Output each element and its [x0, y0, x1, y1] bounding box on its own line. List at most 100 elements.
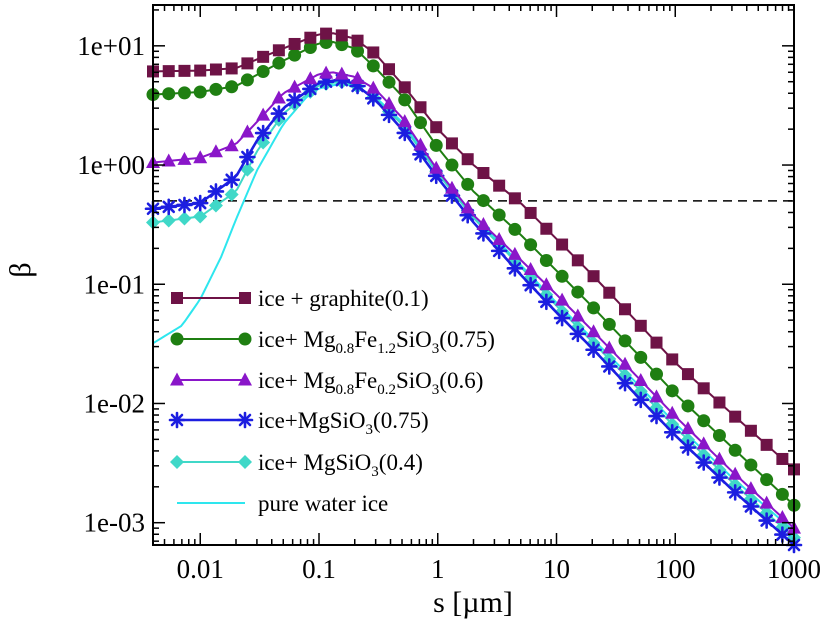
data-point — [665, 384, 679, 398]
data-point — [177, 151, 192, 165]
data-point — [616, 374, 634, 392]
data-point — [634, 350, 648, 364]
data-point — [191, 194, 209, 212]
data-point-stroke — [477, 227, 490, 240]
data-point — [223, 171, 240, 189]
data-point — [413, 116, 427, 130]
data-point — [760, 438, 773, 451]
data-point — [663, 423, 681, 441]
data-point — [335, 29, 348, 42]
legend-entry: ice+MgSiO3(0.75) — [168, 408, 429, 438]
data-point — [209, 63, 222, 76]
data-point — [760, 473, 774, 487]
data-point-stroke — [587, 343, 600, 357]
legend-label-part: 0.8 — [335, 341, 354, 357]
data-point — [162, 65, 175, 78]
data-point-stroke — [382, 108, 396, 122]
data-point — [429, 138, 443, 152]
data-point — [539, 277, 554, 291]
data-point — [538, 293, 555, 311]
legend-marker-stroke — [170, 413, 184, 427]
data-point — [728, 466, 743, 480]
data-point-stroke — [366, 92, 380, 105]
data-point-stroke — [162, 200, 176, 214]
x-tick-label: 100 — [655, 554, 696, 584]
data-point — [524, 238, 538, 252]
data-point — [649, 367, 663, 381]
data-point-stroke — [225, 173, 238, 187]
data-point — [396, 124, 414, 142]
data-point — [586, 324, 601, 338]
data-point-stroke — [508, 262, 522, 275]
legend-label-part: 3 — [432, 341, 440, 357]
data-point-stroke — [618, 376, 632, 390]
data-point — [618, 356, 633, 370]
data-point — [366, 80, 381, 94]
data-point — [397, 114, 412, 128]
legend-marker — [238, 332, 252, 346]
data-point — [680, 421, 695, 435]
data-point — [633, 372, 648, 386]
data-point-stroke — [524, 278, 537, 292]
data-point — [271, 90, 286, 104]
data-point — [240, 73, 254, 87]
data-point — [320, 27, 333, 40]
data-point — [775, 509, 790, 523]
legend-marker — [168, 411, 186, 429]
data-point — [160, 198, 178, 216]
data-point — [587, 270, 600, 283]
data-point — [650, 336, 663, 349]
data-point — [759, 495, 774, 509]
data-point — [225, 62, 238, 75]
data-point-stroke — [256, 126, 270, 140]
data-point — [728, 443, 742, 457]
data-point — [679, 439, 697, 456]
data-point-stroke — [744, 500, 758, 513]
data-point — [744, 458, 758, 472]
series-group — [147, 27, 800, 476]
data-point — [634, 319, 647, 332]
data-point — [444, 180, 459, 194]
legend-marker — [171, 292, 183, 304]
series-group — [146, 75, 801, 545]
legend-label-part: 0.8 — [335, 382, 354, 398]
data-point — [508, 222, 522, 236]
data-point — [288, 37, 301, 50]
data-point — [254, 124, 272, 142]
data-point — [288, 48, 302, 62]
data-point — [571, 285, 585, 299]
legend-label-part: Fe — [354, 368, 377, 393]
legend-label: ice+ Mg0.8Fe0.2SiO3(0.6) — [258, 368, 483, 398]
data-point — [257, 50, 270, 63]
x-tick-label: 0.1 — [302, 554, 336, 584]
y-tick-label: 1e-01 — [84, 269, 145, 299]
data-point — [193, 209, 208, 224]
data-point — [585, 341, 602, 359]
data-point-stroke — [492, 244, 506, 258]
data-point — [256, 107, 271, 121]
legend-label-part: ice+ MgSiO — [258, 450, 371, 475]
data-point-stroke — [304, 82, 317, 96]
data-point — [334, 66, 349, 80]
data-point — [460, 200, 475, 214]
data-point — [553, 309, 571, 327]
data-point — [398, 93, 412, 107]
x-tick-label: 10 — [543, 554, 570, 584]
data-point — [335, 38, 349, 52]
plot-series-layer — [144, 27, 803, 554]
data-point — [270, 105, 288, 122]
data-point — [775, 487, 789, 501]
data-point — [208, 198, 223, 213]
data-point — [380, 106, 398, 124]
legend-entry: pure water ice — [177, 491, 388, 516]
x-tick-label: 0.01 — [177, 554, 224, 584]
data-point-stroke — [665, 425, 679, 439]
data-point — [696, 436, 711, 450]
legend-label-part: (0.75) — [373, 408, 429, 433]
data-point — [649, 389, 664, 403]
data-point — [429, 160, 444, 174]
legend-marker — [238, 372, 252, 386]
legend-label-part: SiO — [396, 327, 432, 352]
legend-label-part: 3 — [432, 382, 440, 398]
data-point — [539, 253, 553, 267]
